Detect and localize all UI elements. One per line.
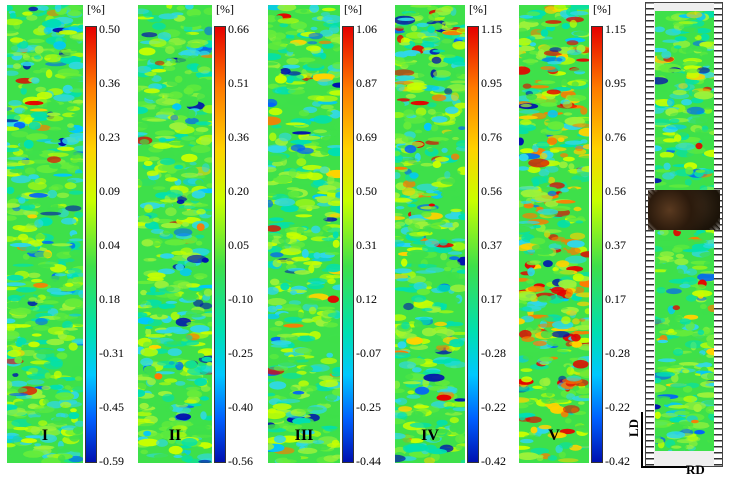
colorbar-1-tick-7: -0.31 — [99, 346, 124, 360]
colorbar-4-tick-9: -0.42 — [481, 454, 506, 468]
panel-label-3: III — [294, 427, 314, 444]
axis-label-rd: RD — [686, 462, 705, 477]
colorbar-2-tick-4: 0.20 — [228, 184, 249, 198]
colorbar-2-tick-1: 0.66 — [228, 22, 249, 36]
colorbar-2-tick-8: -0.40 — [228, 400, 253, 414]
colorbar-3-tick-6: 0.12 — [356, 292, 377, 306]
axis-horizontal-line — [641, 466, 687, 468]
colorbar-4-tick-4: 0.56 — [481, 184, 502, 198]
fracture-zone — [648, 190, 720, 230]
panel-label-5: V — [548, 427, 560, 444]
strain-map-panel-4: IV — [395, 5, 465, 463]
colorbar-3-tick-5: 0.31 — [356, 238, 377, 252]
colorbar-2-tick-6: -0.10 — [228, 292, 253, 306]
colorbar-5-tick-5: 0.37 — [605, 238, 626, 252]
colorbar-1-tick-2: 0.36 — [99, 76, 120, 90]
strain-map-panel-1: I — [7, 5, 83, 463]
colorbar-3-tick-7: -0.07 — [356, 346, 381, 360]
colorbar-1-tick-1: 0.50 — [99, 22, 120, 36]
colorbar-5-tick-8: -0.22 — [605, 400, 630, 414]
colorbar-3-tick-3: 0.69 — [356, 130, 377, 144]
panel-label-4: IV — [421, 427, 439, 444]
colorbar-5-tick-7: -0.28 — [605, 346, 630, 360]
colorbar-3-tick-2: 0.87 — [356, 76, 377, 90]
colorbar-1-tick-8: -0.45 — [99, 400, 124, 414]
colorbar-3-tick-9: -0.44 — [356, 454, 381, 468]
strain-map-panel-3: III — [268, 5, 340, 463]
color-bar-2 — [214, 26, 226, 463]
colorbar-3-tick-1: 1.06 — [356, 22, 377, 36]
colorbar-1-tick-6: 0.18 — [99, 292, 120, 306]
colorbar-4-tick-3: 0.76 — [481, 130, 502, 144]
colorbar-5-tick-2: 0.95 — [605, 76, 626, 90]
colorbar-2-tick-9: -0.56 — [228, 454, 253, 468]
colorbar-4-tick-6: 0.17 — [481, 292, 502, 306]
colorbar-5-tick-9: -0.42 — [605, 454, 630, 468]
strain-map-panel-2: II — [138, 5, 212, 463]
unit-label-2: [%] — [216, 2, 234, 16]
panel-label-2: II — [168, 427, 182, 444]
color-bar-3 — [342, 26, 354, 463]
colorbar-2-tick-3: 0.36 — [228, 130, 249, 144]
colorbar-3-tick-4: 0.50 — [356, 184, 377, 198]
colorbar-1-tick-9: -0.59 — [99, 454, 124, 468]
unit-label-4: [%] — [469, 2, 487, 16]
colorbar-2-tick-5: 0.05 — [228, 238, 249, 252]
colorbar-5-tick-1: 1.15 — [605, 22, 626, 36]
colorbar-4-tick-5: 0.37 — [481, 238, 502, 252]
specimen-photo — [645, 2, 723, 467]
color-bar-5 — [591, 26, 603, 463]
strain-map-panel-5: V — [519, 5, 589, 463]
colorbar-4-tick-8: -0.22 — [481, 400, 506, 414]
colorbar-4-tick-7: -0.28 — [481, 346, 506, 360]
colorbar-4-tick-2: 0.95 — [481, 76, 502, 90]
colorbar-2-tick-7: -0.25 — [228, 346, 253, 360]
panel-label-1: I — [41, 427, 49, 444]
colorbar-2-tick-2: 0.51 — [228, 76, 249, 90]
unit-label-1: [%] — [87, 2, 105, 16]
colorbar-1-tick-4: 0.09 — [99, 184, 120, 198]
colorbar-1-tick-5: 0.04 — [99, 238, 120, 252]
color-bar-1 — [85, 26, 97, 463]
colorbar-5-tick-4: 0.56 — [605, 184, 626, 198]
axis-label-ld: LD — [626, 418, 642, 438]
colorbar-5-tick-3: 0.76 — [605, 130, 626, 144]
axis-vertical-line — [641, 412, 643, 467]
color-bar-4 — [467, 26, 479, 463]
colorbar-3-tick-8: -0.25 — [356, 400, 381, 414]
colorbar-5-tick-6: 0.17 — [605, 292, 626, 306]
colorbar-4-tick-1: 1.15 — [481, 22, 502, 36]
unit-label-3: [%] — [344, 2, 362, 16]
unit-label-5: [%] — [593, 2, 611, 16]
colorbar-1-tick-3: 0.23 — [99, 130, 120, 144]
